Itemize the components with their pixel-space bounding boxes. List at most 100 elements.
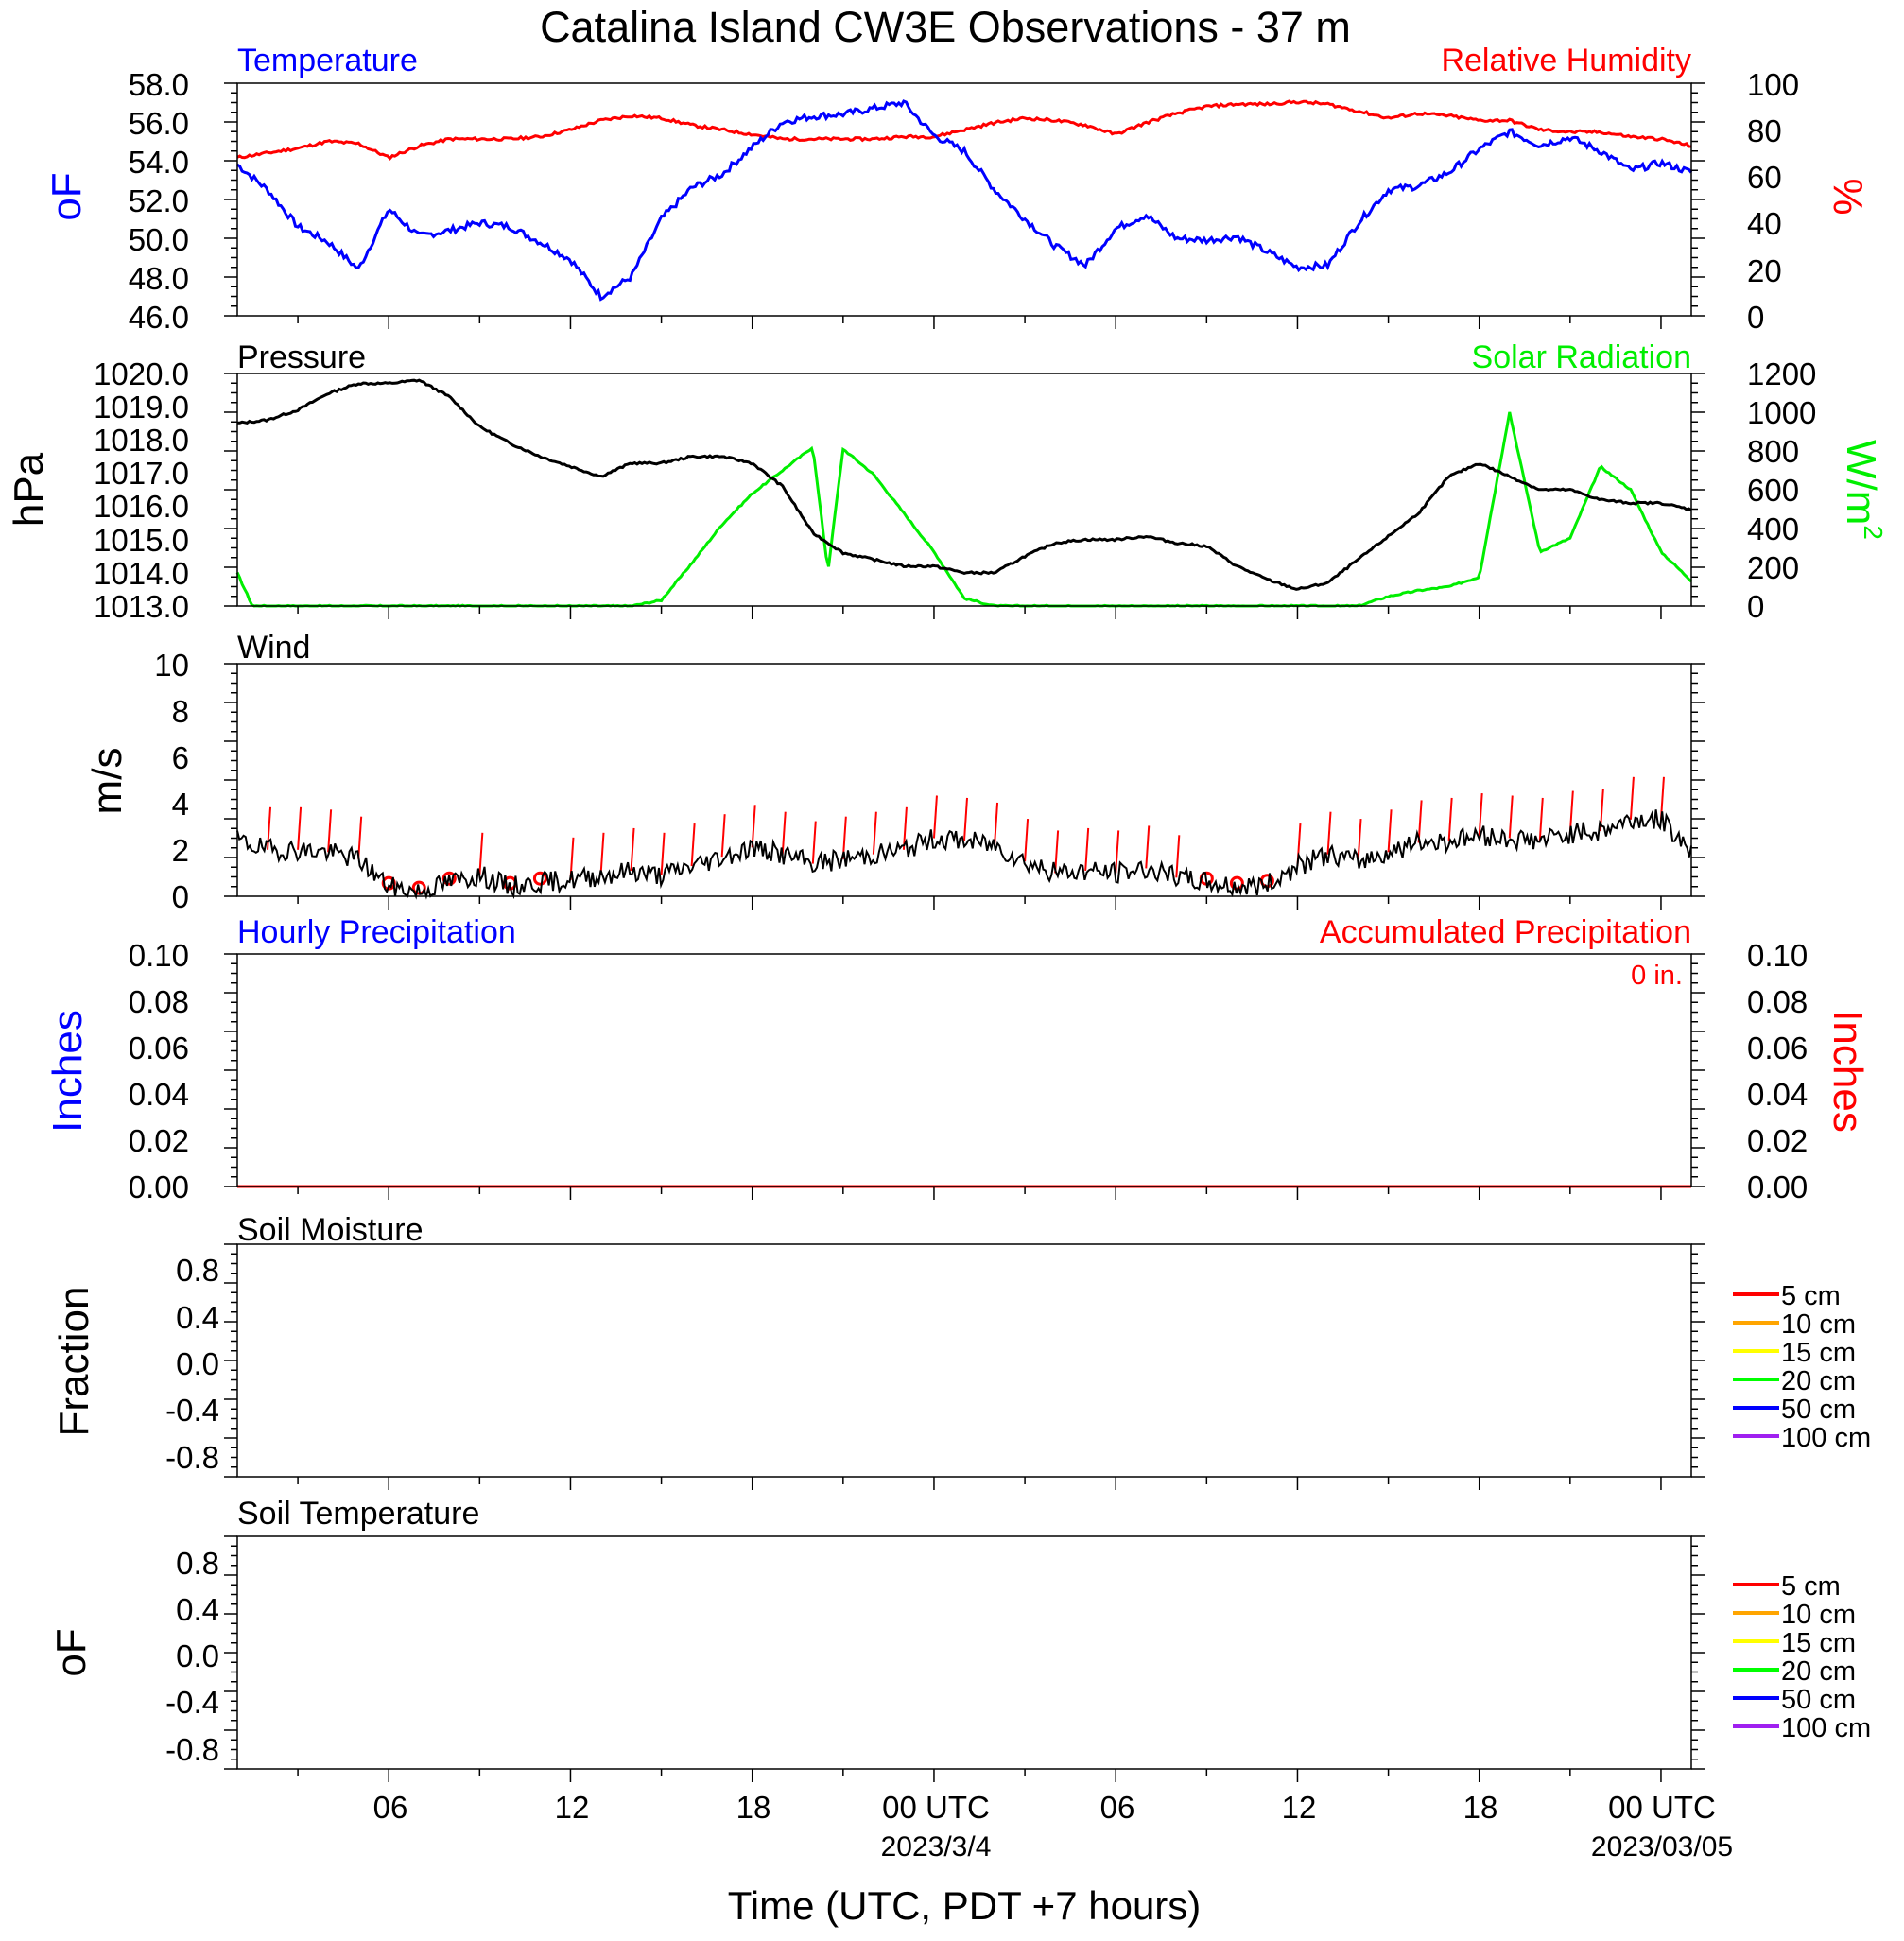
- panel-soil-moisture: Soil Moisture Fraction 0.8 0.4 0.0 -0.4 …: [51, 1212, 1871, 1478]
- wind-unit: m/s: [84, 748, 130, 815]
- y-tick-label: 0.08: [129, 984, 189, 1019]
- y-tick-label: 100: [1747, 67, 1799, 102]
- panel-temperature-humidity: Temperature Relative Humidity oF % 58.0 …: [43, 43, 1871, 335]
- solar-unit-base: W/m: [1838, 440, 1884, 525]
- y-tick-label: 1016.0: [94, 489, 189, 524]
- wind-barb: [1447, 797, 1453, 841]
- y-tick-label: 6: [172, 740, 189, 775]
- soil-moisture-plot-frame: [236, 1243, 1692, 1478]
- y-tick-label: 4: [172, 787, 189, 822]
- wind-barb: [1417, 800, 1423, 843]
- y-tick-label: -0.4: [165, 1393, 219, 1428]
- chart-title: Catalina Island CW3E Observations - 37 m: [540, 3, 1351, 51]
- y-tick-label: 58.0: [129, 67, 189, 102]
- accum-precip-title: Accumulated Precipitation: [1320, 914, 1691, 950]
- x-tick-label: 18: [1463, 1790, 1498, 1825]
- wind-barb: [1145, 825, 1151, 869]
- soil-moisture-unit: Fraction: [51, 1287, 97, 1437]
- y-tick-label: 80: [1747, 113, 1782, 148]
- temperature-series-line: [236, 99, 1693, 302]
- solar-title: Solar Radiation: [1472, 339, 1691, 375]
- wind-barb: [1054, 830, 1060, 874]
- wind-barb: [963, 797, 968, 841]
- y-tick-label: 20: [1747, 253, 1782, 288]
- legend-label: 100 cm: [1781, 1713, 1871, 1743]
- y-tick-label: 0.0: [176, 1638, 219, 1673]
- y-tick-label: 0.08: [1747, 984, 1808, 1019]
- wind-barb: [1629, 776, 1635, 820]
- soil-moisture-legend: 5 cm 10 cm 15 cm 20 cm 50 cm 100 cm: [1733, 1281, 1871, 1453]
- y-tick-label: 1020.0: [94, 356, 189, 391]
- soil-temperature-title: Soil Temperature: [237, 1496, 479, 1532]
- y-tick-label: 2: [172, 833, 189, 868]
- wind-barb: [902, 806, 908, 850]
- wind-barb: [720, 814, 726, 858]
- wind-barb: [1357, 819, 1362, 862]
- wind-barb: [357, 816, 363, 859]
- legend-label: 15 cm: [1781, 1628, 1856, 1658]
- legend-label: 20 cm: [1781, 1366, 1856, 1396]
- wind-title: Wind: [237, 630, 310, 666]
- wind-barb: [267, 806, 272, 850]
- y-tick-label: -0.8: [165, 1440, 219, 1475]
- wind-barb: [599, 832, 605, 875]
- precip-plot-frame: [236, 953, 1692, 1187]
- x-tick-label: 12: [555, 1790, 590, 1825]
- wind-barb: [1024, 819, 1030, 862]
- wind-barb: [1478, 792, 1483, 837]
- y-tick-label: 50.0: [129, 222, 189, 257]
- wind-barb: [1538, 797, 1544, 841]
- legend-label: 100 cm: [1781, 1423, 1871, 1453]
- solar-axis-ticks: 1200 1000 800 600 400 200 0: [1747, 356, 1816, 624]
- x-tick-label: 00 UTC: [882, 1790, 990, 1825]
- y-tick-label: 1015.0: [94, 523, 189, 558]
- accum-precip-unit: Inches: [1825, 1010, 1871, 1133]
- temperature-axis-ticks: 58.0 56.0 54.0 52.0 50.0 48.0 46.0: [129, 67, 189, 335]
- wind-barb: [1387, 809, 1393, 853]
- precip-right-axis-ticks: 0.10 0.08 0.06 0.04 0.02 0.00: [1747, 938, 1808, 1204]
- x-tick-label: 18: [736, 1790, 771, 1825]
- y-tick-label: -0.4: [165, 1685, 219, 1720]
- y-tick-label: 0.00: [129, 1170, 189, 1204]
- temperature-unit: oF: [43, 172, 90, 220]
- panel-precipitation: Hourly Precipitation Accumulated Precipi…: [44, 914, 1871, 1204]
- y-tick-label: 1200: [1747, 356, 1816, 391]
- y-tick-label: -0.8: [165, 1732, 219, 1767]
- wind-plot-frame: [236, 663, 1692, 897]
- wind-barb: [630, 827, 635, 872]
- soil-temperature-axis-ticks: 0.8 0.4 0.0 -0.4 -0.8: [165, 1546, 219, 1767]
- y-tick-label: 1014.0: [94, 556, 189, 591]
- y-tick-label: 400: [1747, 511, 1799, 546]
- x-date-label: 2023/3/4: [881, 1831, 992, 1863]
- solar-series-line: [235, 411, 1693, 608]
- y-tick-label: 200: [1747, 550, 1799, 585]
- x-axis-label: Time (UTC, PDT +7 hours): [728, 1883, 1202, 1928]
- wind-barb: [751, 805, 756, 848]
- y-tick-label: 0.8: [176, 1253, 219, 1288]
- legend-label: 5 cm: [1781, 1571, 1841, 1602]
- y-tick-label: 0: [1747, 300, 1764, 335]
- legend-label: 5 cm: [1781, 1281, 1841, 1311]
- y-tick-label: 0.00: [1747, 1170, 1808, 1204]
- y-tick-label: 0.02: [1747, 1123, 1808, 1158]
- solar-unit-exponent: 2: [1859, 525, 1888, 540]
- y-tick-label: 0.0: [176, 1346, 219, 1381]
- panel-soil-temperature: Soil Temperature oF 0.8 0.4 0.0 -0.4 -0.…: [48, 1496, 1871, 1770]
- legend-label: 50 cm: [1781, 1685, 1856, 1715]
- wind-barb: [811, 821, 817, 864]
- y-tick-label: 46.0: [129, 300, 189, 335]
- legend-label: 10 cm: [1781, 1600, 1856, 1630]
- pressure-series-line: [236, 378, 1692, 591]
- humidity-title: Relative Humidity: [1441, 43, 1691, 78]
- x-date-label: 2023/03/05: [1591, 1831, 1733, 1863]
- wind-barb: [1326, 811, 1332, 855]
- soil-temperature-plot-frame: [236, 1535, 1692, 1770]
- wind-barb: [872, 811, 877, 855]
- y-tick-label: 800: [1747, 434, 1799, 469]
- pressure-plot-frame: [236, 373, 1692, 607]
- wind-barb: [297, 806, 303, 850]
- legend-label: 15 cm: [1781, 1338, 1856, 1368]
- wind-barb: [478, 832, 484, 875]
- humidity-series-line: [236, 99, 1691, 161]
